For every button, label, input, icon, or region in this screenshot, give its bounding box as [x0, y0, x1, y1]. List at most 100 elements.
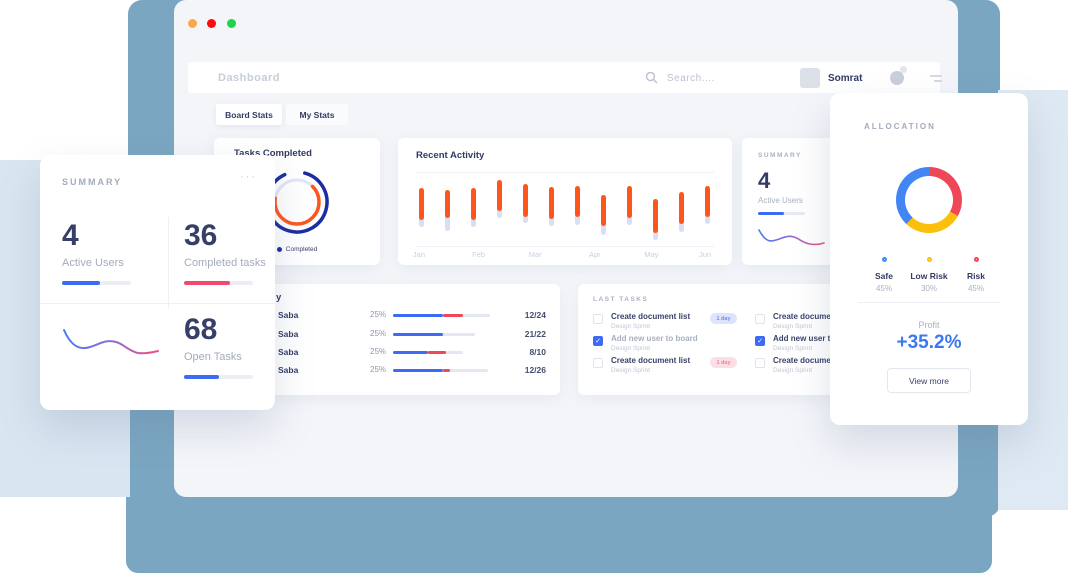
profit-value: +35.2% [896, 332, 962, 353]
search-input[interactable]: Search.... [667, 73, 715, 84]
task-title: Create document list [773, 312, 853, 321]
axis-label: Apr [588, 250, 601, 259]
stat-progress-fill [184, 281, 230, 285]
task-subtitle: Design Sprint [773, 345, 813, 352]
legend-value: 30% [920, 284, 937, 293]
checkbox-unchecked[interactable] [593, 314, 603, 324]
activity-bar [548, 172, 554, 245]
laptop-base [126, 495, 992, 573]
traffic-light-maximize[interactable] [226, 19, 236, 28]
gridline [416, 172, 714, 173]
stat-value: 36 [184, 219, 218, 252]
row-date: 12/24 [524, 310, 546, 320]
legend-label: Safe [875, 271, 893, 281]
activity-bar [471, 172, 477, 245]
stat-open-tasks: 68 Open Tasks [184, 313, 253, 379]
stat-completed-tasks: 36 Completed tasks [184, 219, 266, 285]
row-name: Saba [278, 310, 299, 320]
task-title: Create document list [773, 356, 853, 365]
risk-legend-icon [973, 257, 979, 262]
checkbox-unchecked[interactable] [755, 314, 765, 324]
checkbox-checked[interactable]: ✓ [593, 336, 603, 346]
traffic-light-minimize[interactable] [188, 19, 197, 28]
activity-bar [705, 172, 711, 245]
task-item[interactable]: ✓ Add new user to board Design Sprint [593, 334, 753, 354]
row-percent: 25% [370, 310, 387, 319]
stat-label: Active Users [62, 257, 124, 269]
traffic-light-close[interactable] [207, 19, 217, 28]
activity-table-card: y Saba 25% 12/24 Saba 25% 21/22 Saba 25%… [236, 284, 560, 395]
summary-card: SUMMARY ··· 4 Active Users 36 Completed … [40, 155, 275, 410]
task-item[interactable]: Create document list Design Sprint [755, 356, 915, 376]
legend-label: Low Risk [910, 271, 948, 281]
row-progress [393, 351, 463, 354]
safe-legend-icon [881, 257, 887, 262]
summary-trend-line [63, 329, 159, 355]
task-item[interactable]: Create document list Design Sprint 1 day [593, 356, 753, 376]
activity-bar [418, 172, 424, 245]
more-options-icon[interactable]: ··· [240, 171, 257, 183]
divider [168, 217, 169, 309]
active-users-label: Active Users [758, 196, 803, 205]
axis-label: Jun [699, 250, 712, 259]
task-item[interactable]: Create document list Design Sprint 1 day [593, 312, 753, 332]
due-badge: 1 day [710, 357, 737, 368]
allocation-card: ALLOCATION Safe 45% Low Risk 30% Risk 45… [830, 93, 1028, 425]
table-row[interactable]: Saba 25% 8/10 [236, 347, 560, 361]
window-controls [188, 15, 242, 33]
axis-label: Jan [412, 250, 426, 259]
task-subtitle: Design Sprint [773, 367, 813, 374]
divider [858, 302, 1000, 303]
activity-bar [522, 172, 528, 245]
top-navbar: Dashboard Search.... Somrat [188, 62, 942, 93]
task-item[interactable]: Create document list Design Sprint [755, 312, 915, 332]
user-name[interactable]: Somrat [828, 73, 863, 84]
row-progress [393, 369, 488, 372]
recent-activity-card: Recent Activity Jan Feb Mar Apr May Jun [398, 138, 732, 265]
search-icon[interactable] [645, 71, 658, 84]
tasks-completed-title: Tasks Completed [234, 148, 312, 159]
stat-value: 4 [62, 219, 79, 252]
avatar[interactable] [800, 68, 820, 88]
task-item[interactable]: ✓ Add new user to board Design Sprint [755, 334, 915, 354]
row-progress [393, 333, 475, 336]
checkbox-unchecked[interactable] [593, 358, 603, 368]
legend-safe: Safe 45% [857, 249, 911, 293]
axis-label: Mar [528, 250, 542, 259]
legend-label: Risk [967, 271, 985, 281]
mini-summary-title: SUMMARY [758, 152, 802, 159]
activity-bar [575, 172, 581, 245]
axis-label: May [644, 250, 659, 259]
view-more-button[interactable]: View more [887, 368, 971, 393]
checkbox-checked[interactable]: ✓ [755, 336, 765, 346]
table-row[interactable]: Saba 25% 12/24 [236, 310, 560, 324]
legend-risk: Risk 45% [949, 249, 1003, 293]
checkbox-unchecked[interactable] [755, 358, 765, 368]
activity-bar [497, 172, 503, 245]
tab-board-stats[interactable]: Board Stats [216, 104, 282, 125]
legend-value: 45% [875, 284, 892, 293]
stat-active-users: 4 Active Users [62, 219, 131, 285]
table-row[interactable]: Saba 25% 21/22 [236, 329, 560, 343]
stat-label: Completed tasks [184, 257, 266, 269]
stat-progress-track [184, 375, 253, 379]
row-date: 12/26 [524, 365, 546, 375]
divider [40, 303, 275, 304]
row-date: 8/10 [529, 347, 546, 357]
table-row[interactable]: Saba 25% 12/26 [236, 365, 560, 379]
activity-bar [626, 172, 632, 245]
allocation-donut-hole [905, 176, 953, 224]
activity-bar [679, 172, 685, 245]
profit-label: Profit [918, 320, 940, 330]
menu-icon[interactable] [930, 75, 942, 85]
legend-value: 45% [967, 284, 984, 293]
tab-my-stats[interactable]: My Stats [286, 104, 348, 125]
app-window: Dashboard Search.... Somrat Board Stats … [174, 0, 958, 497]
activity-bar [444, 172, 450, 245]
row-percent: 25% [370, 365, 387, 374]
activity-bar [652, 172, 658, 245]
active-users-value: 4 [758, 168, 771, 193]
row-progress [393, 314, 490, 317]
notification-icon[interactable] [890, 66, 907, 85]
task-subtitle: Design Sprint [611, 367, 651, 374]
